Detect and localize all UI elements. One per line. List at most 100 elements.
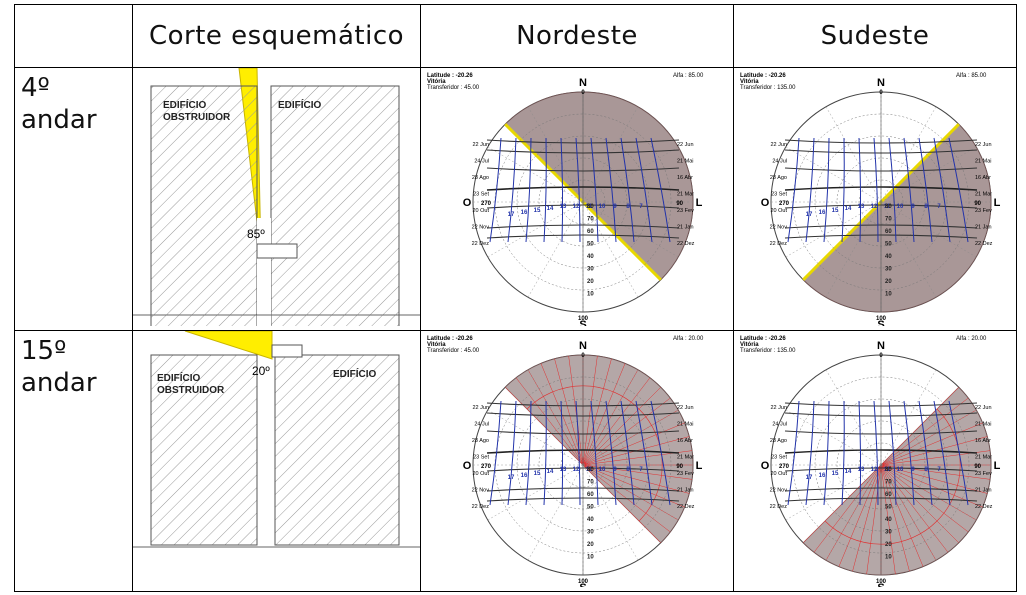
hour-line	[903, 400, 915, 506]
altitude-label: 50	[885, 505, 892, 511]
altitude-label: 30	[885, 267, 892, 273]
hour-line	[525, 137, 532, 243]
hour-label: 9	[613, 204, 617, 210]
protractor-ray	[852, 464, 882, 572]
city-label: Vitória	[740, 79, 759, 85]
altitude-label: 10	[587, 555, 594, 561]
date-label-left: 22 Dez	[472, 241, 490, 247]
hour-label: 16	[521, 473, 528, 479]
south-degree: 100	[578, 316, 589, 322]
hour-label: 8	[626, 467, 630, 473]
protractor-ray	[582, 387, 661, 466]
protractor-ray	[880, 464, 977, 521]
protractor-ray	[880, 464, 937, 561]
obstructing-building-label: EDIFÍCIO	[157, 371, 201, 384]
hour-line	[605, 400, 617, 506]
window-balcony	[271, 344, 303, 358]
hour-line	[933, 400, 951, 506]
altitude-label: 60	[587, 229, 594, 235]
latitude-label: Latitude : -20.26	[740, 336, 786, 342]
hour-label: 17	[508, 212, 515, 218]
date-label-left: 24 Jul	[772, 159, 787, 165]
date-label-right: 16 Abr	[975, 175, 991, 181]
hour-line	[841, 400, 845, 506]
hour-label: 16	[521, 210, 528, 216]
date-curve	[486, 186, 680, 191]
hour-line	[787, 137, 800, 243]
angle-label: 20º	[252, 364, 270, 378]
protractor-ray	[582, 358, 612, 466]
protractor-ray	[813, 464, 882, 553]
transferidor-label: Transferidor : 135.00	[740, 85, 796, 91]
hour-label: 13	[560, 467, 567, 473]
protractor-ray	[880, 387, 959, 466]
hour-label: 15	[832, 471, 839, 477]
hour-line	[888, 137, 897, 243]
date-label-left: 22 Jun	[770, 405, 787, 411]
hour-label: 13	[560, 204, 567, 210]
hour-label: 10	[599, 467, 606, 473]
date-curve	[486, 167, 680, 172]
hour-label: 17	[508, 475, 515, 481]
date-label-left: 22 Nov	[770, 225, 788, 231]
header-sudeste: Sudeste	[733, 4, 1017, 68]
date-label-left: 23 Set	[771, 455, 787, 461]
date-curve	[486, 234, 680, 239]
date-label-right: 21 Jan	[975, 488, 992, 494]
hour-label: 12	[573, 204, 580, 210]
hour-line	[858, 137, 862, 243]
hour-line	[620, 400, 635, 506]
hour-label: 11	[586, 204, 593, 210]
hour-label: 13	[858, 467, 865, 473]
hour-label: 15	[534, 208, 541, 214]
hour-label: 14	[845, 469, 852, 475]
date-label-right: 21 Mai	[677, 159, 694, 165]
protractor-ray	[582, 355, 598, 466]
west-degree: 270	[481, 201, 492, 207]
hour-line	[823, 400, 830, 506]
date-curve	[784, 149, 978, 154]
west-degree: 270	[481, 464, 492, 470]
altitude-label: 30	[587, 530, 594, 536]
hour-line	[650, 137, 671, 243]
protractor-ray	[880, 397, 969, 466]
hour-label: 12	[871, 467, 878, 473]
east-degree: 90	[974, 201, 981, 207]
altitude-label: 60	[587, 492, 594, 498]
south-degree: 100	[876, 579, 887, 585]
altitude-label: 30	[587, 267, 594, 273]
protractor-ray	[866, 464, 882, 575]
south-label: S	[579, 319, 586, 326]
east-label: L	[696, 460, 703, 472]
transferidor-label: Transferidor : 45.00	[427, 85, 480, 91]
protractor-ray	[880, 464, 924, 567]
hour-line	[575, 137, 581, 243]
date-curve	[784, 234, 978, 239]
hour-label: 10	[599, 204, 606, 210]
protractor-ray	[880, 464, 910, 572]
altitude-label: 20	[587, 542, 594, 548]
date-label-left: 28 Ago	[472, 438, 489, 444]
building	[270, 85, 400, 330]
hour-label: 9	[911, 204, 915, 210]
hour-label: 9	[613, 467, 617, 473]
latitude-label: Latitude : -20.26	[427, 73, 473, 79]
date-label-right: 21 Jan	[677, 488, 694, 494]
date-label-left: 23 Set	[473, 455, 489, 461]
hour-line	[605, 137, 617, 243]
protractor-ray	[582, 464, 690, 494]
altitude-label: 70	[587, 480, 594, 486]
hour-label: 10	[897, 467, 904, 473]
altitude-label: 80	[587, 204, 594, 210]
hour-label: 7	[639, 204, 643, 210]
date-label-right: 21 Mai	[975, 422, 992, 428]
hour-line	[933, 137, 951, 243]
date-curve	[784, 497, 978, 502]
section-cell: EDIFÍCIO OBSTRUIDOR EDIFÍCIO 85º	[132, 67, 421, 331]
north-label: N	[877, 77, 885, 89]
date-label-right: 22 Jun	[677, 142, 694, 148]
